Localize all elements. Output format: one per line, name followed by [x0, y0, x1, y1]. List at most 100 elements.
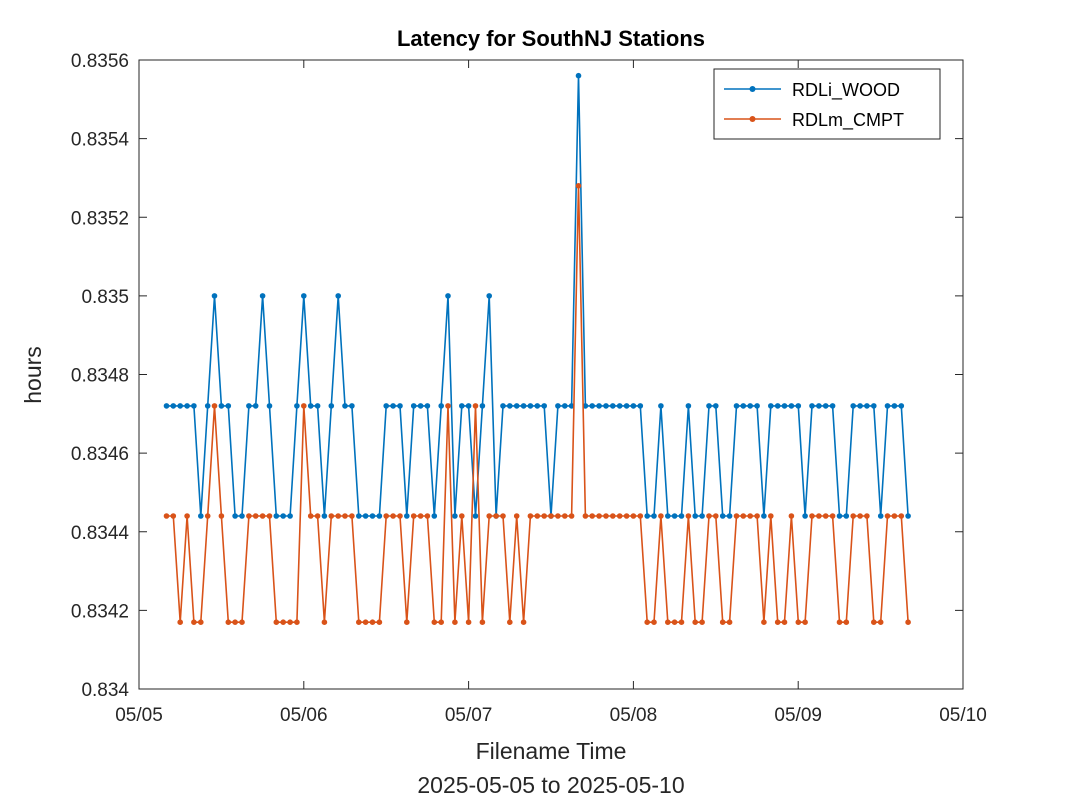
data-point-rdli-wood — [390, 403, 396, 409]
data-point-rdli-wood — [603, 403, 609, 409]
data-point-rdli-wood — [898, 403, 905, 409]
data-point-rdlm-cmpt — [218, 513, 225, 519]
data-point-rdli-wood — [472, 513, 479, 519]
data-point-rdli-wood — [857, 403, 863, 409]
data-point-rdli-wood — [665, 513, 671, 519]
data-point-rdlm-cmpt — [362, 619, 369, 625]
data-point-rdli-wood — [204, 403, 211, 409]
data-point-rdli-wood — [816, 403, 822, 409]
data-point-rdlm-cmpt — [259, 513, 266, 519]
data-point-rdli-wood — [822, 403, 829, 409]
x-tick-label: 05/09 — [774, 705, 822, 726]
data-point-rdlm-cmpt — [266, 513, 273, 519]
legend-box — [713, 68, 941, 140]
y-tick-label: 0.834 — [81, 680, 129, 701]
data-point-rdli-wood — [218, 403, 225, 409]
data-point-rdlm-cmpt — [204, 513, 211, 519]
data-point-rdli-wood — [177, 403, 183, 409]
x-tick-label: 05/05 — [115, 705, 163, 726]
data-point-rdli-wood — [754, 403, 760, 409]
data-point-rdli-wood — [252, 403, 259, 409]
y-axis: 0.834 0.8342 0.8344 0.8346 0.8348 0.835 0.8352… — [71, 51, 963, 701]
data-point-rdli-wood — [452, 513, 458, 519]
data-point-rdli-wood — [596, 403, 602, 409]
data-point-rdli-wood — [170, 403, 177, 409]
data-point-rdlm-cmpt — [232, 619, 238, 625]
data-point-rdli-wood — [740, 403, 747, 409]
data-point-rdlm-cmpt — [713, 513, 719, 519]
data-point-rdlm-cmpt — [211, 403, 218, 409]
y-tick-label: 0.8352 — [71, 208, 129, 229]
legend: RDLi_WOOD RDLm_CMPT — [713, 68, 941, 140]
data-point-rdli-wood — [568, 403, 575, 409]
data-point-rdlm-cmpt — [335, 513, 342, 519]
data-point-rdli-wood — [774, 403, 781, 409]
data-point-rdlm-cmpt — [568, 513, 575, 519]
x-axis: 05/05 05/06 05/07 05/08 05/09 05/10 — [115, 60, 987, 726]
data-point-rdli-wood — [884, 403, 891, 409]
data-point-rdli-wood — [369, 513, 376, 519]
data-point-rdli-wood — [616, 403, 623, 409]
data-point-rdli-wood — [850, 403, 856, 409]
data-point-rdlm-cmpt — [884, 513, 891, 519]
x-tick-label: 05/10 — [939, 705, 987, 726]
data-point-rdlm-cmpt — [356, 619, 362, 625]
data-point-rdlm-cmpt — [616, 513, 623, 519]
data-point-rdlm-cmpt — [479, 619, 486, 625]
data-point-rdlm-cmpt — [328, 513, 335, 519]
data-point-rdlm-cmpt — [404, 619, 410, 625]
data-point-rdlm-cmpt — [816, 513, 822, 519]
data-point-rdlm-cmpt — [898, 513, 905, 519]
y-tick-label: 0.835 — [81, 287, 129, 308]
data-point-rdlm-cmpt — [740, 513, 747, 519]
data-point-rdlm-cmpt — [301, 403, 307, 409]
data-point-rdli-wood — [191, 403, 197, 409]
data-point-rdlm-cmpt — [520, 619, 527, 625]
data-point-rdli-wood — [356, 513, 362, 519]
data-point-rdli-wood — [500, 403, 506, 409]
x-tick-label: 05/08 — [610, 705, 658, 726]
data-point-rdli-wood — [314, 403, 321, 409]
data-point-rdlm-cmpt — [685, 513, 692, 519]
data-point-rdli-wood — [541, 403, 547, 409]
data-point-rdli-wood — [671, 513, 678, 519]
data-point-rdli-wood — [376, 513, 383, 519]
data-point-rdli-wood — [328, 403, 335, 409]
data-point-rdlm-cmpt — [658, 513, 664, 519]
data-point-rdli-wood — [520, 403, 527, 409]
data-point-rdlm-cmpt — [280, 619, 287, 625]
x-tick-label: 05/07 — [445, 705, 493, 726]
data-point-rdlm-cmpt — [630, 513, 637, 519]
data-point-rdli-wood — [266, 403, 273, 409]
data-point-rdlm-cmpt — [314, 513, 321, 519]
data-point-rdlm-cmpt — [486, 513, 493, 519]
data-point-rdlm-cmpt — [726, 619, 733, 625]
data-point-rdli-wood — [699, 513, 705, 519]
data-point-rdlm-cmpt — [438, 619, 445, 625]
data-point-rdli-wood — [486, 293, 493, 299]
data-point-rdlm-cmpt — [761, 619, 767, 625]
data-point-rdlm-cmpt — [459, 513, 465, 519]
data-point-rdlm-cmpt — [252, 513, 259, 519]
data-point-rdli-wood — [589, 403, 595, 409]
data-point-rdli-wood — [513, 403, 520, 409]
data-point-rdlm-cmpt — [390, 513, 396, 519]
data-point-rdli-wood — [685, 403, 692, 409]
data-point-rdlm-cmpt — [768, 513, 774, 519]
data-point-rdli-wood — [246, 403, 252, 409]
data-point-rdli-wood — [610, 403, 616, 409]
data-point-rdlm-cmpt — [562, 513, 568, 519]
data-point-rdlm-cmpt — [445, 403, 451, 409]
data-point-rdlm-cmpt — [383, 513, 390, 519]
data-point-rdli-wood — [239, 513, 245, 519]
data-point-rdli-wood — [431, 513, 438, 519]
plot-area — [138, 59, 964, 690]
data-point-rdli-wood — [871, 403, 877, 409]
data-point-rdlm-cmpt — [527, 513, 534, 519]
data-point-rdlm-cmpt — [836, 619, 843, 625]
data-point-rdlm-cmpt — [513, 513, 520, 519]
data-point-rdlm-cmpt — [548, 513, 554, 519]
data-point-rdli-wood — [424, 403, 431, 409]
legend-marker-rdlm-cmpt — [749, 116, 756, 122]
data-point-rdlm-cmpt — [754, 513, 760, 519]
